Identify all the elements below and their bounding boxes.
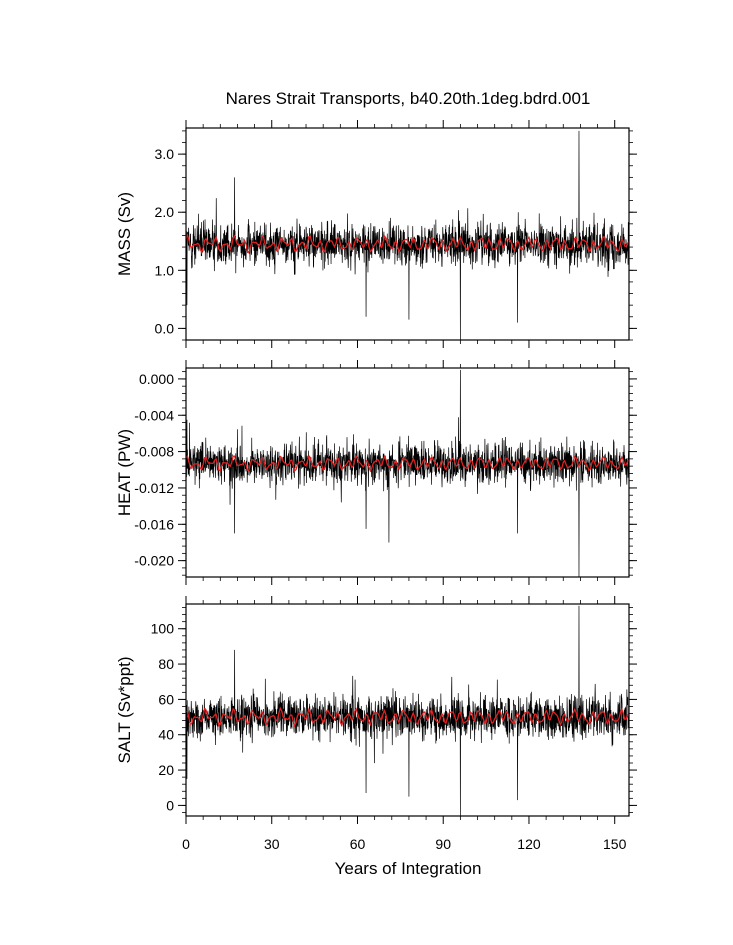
x-axis-label: Years of Integration xyxy=(335,859,482,878)
panel-1: 0.0 1.0 2.0 3.0 MASS (Sv) xyxy=(115,120,637,348)
smoothed-series-line xyxy=(186,233,629,255)
raw-series-line xyxy=(186,130,629,340)
y-tick-label: 3.0 xyxy=(155,146,175,162)
y-tick-label: -0.004 xyxy=(134,407,174,423)
chart-title: Nares Strait Transports, b40.20th.1deg.b… xyxy=(226,89,591,108)
smoothed-series-line xyxy=(186,454,629,473)
y-tick-label: -0.008 xyxy=(134,444,174,460)
y-tick-label: 0.000 xyxy=(139,371,174,387)
y-tick-label: -0.020 xyxy=(134,553,174,569)
y-tick-label: 0 xyxy=(166,797,174,813)
x-tick-label: 30 xyxy=(264,836,280,852)
y-tick-label: 40 xyxy=(158,727,174,743)
x-tick-label: 60 xyxy=(350,836,366,852)
y-tick-label: -0.012 xyxy=(134,480,174,496)
y-tick-label: 2.0 xyxy=(155,204,175,220)
y-axis-label: SALT (Sv*ppt) xyxy=(115,656,134,763)
y-axis-label: MASS (Sv) xyxy=(115,192,134,276)
x-tick-label: 150 xyxy=(603,836,627,852)
y-tick-label: 1.0 xyxy=(155,262,175,278)
panel-3: 0 20 40 60 80 100 SALT (Sv*ppt) xyxy=(115,596,637,824)
y-tick-label: -0.016 xyxy=(134,516,174,532)
panel-2: 0.000 -0.004 -0.008 -0.012 -0.016 -0.020 HEAT … xyxy=(115,360,637,585)
y-tick-label: 60 xyxy=(158,691,174,707)
plot-frame xyxy=(185,603,630,817)
smoothed-series-line xyxy=(186,706,629,728)
y-axis-label: HEAT (PW) xyxy=(115,429,134,516)
y-tick-label: 100 xyxy=(151,621,175,637)
x-tick-label: 90 xyxy=(435,836,451,852)
panels-group: 0.0 1.0 2.0 3.0 MASS (Sv) 0.000 -0.004 -0.008 -0… xyxy=(115,120,637,852)
x-tick-label: 0 xyxy=(182,836,190,852)
plot-frame xyxy=(185,367,630,578)
y-tick-label: 80 xyxy=(158,656,174,672)
plot-frame xyxy=(185,127,630,341)
x-tick-label: 120 xyxy=(517,836,541,852)
raw-series-line xyxy=(186,369,629,577)
y-tick-label: 20 xyxy=(158,762,174,778)
y-tick-label: 0.0 xyxy=(155,320,175,336)
